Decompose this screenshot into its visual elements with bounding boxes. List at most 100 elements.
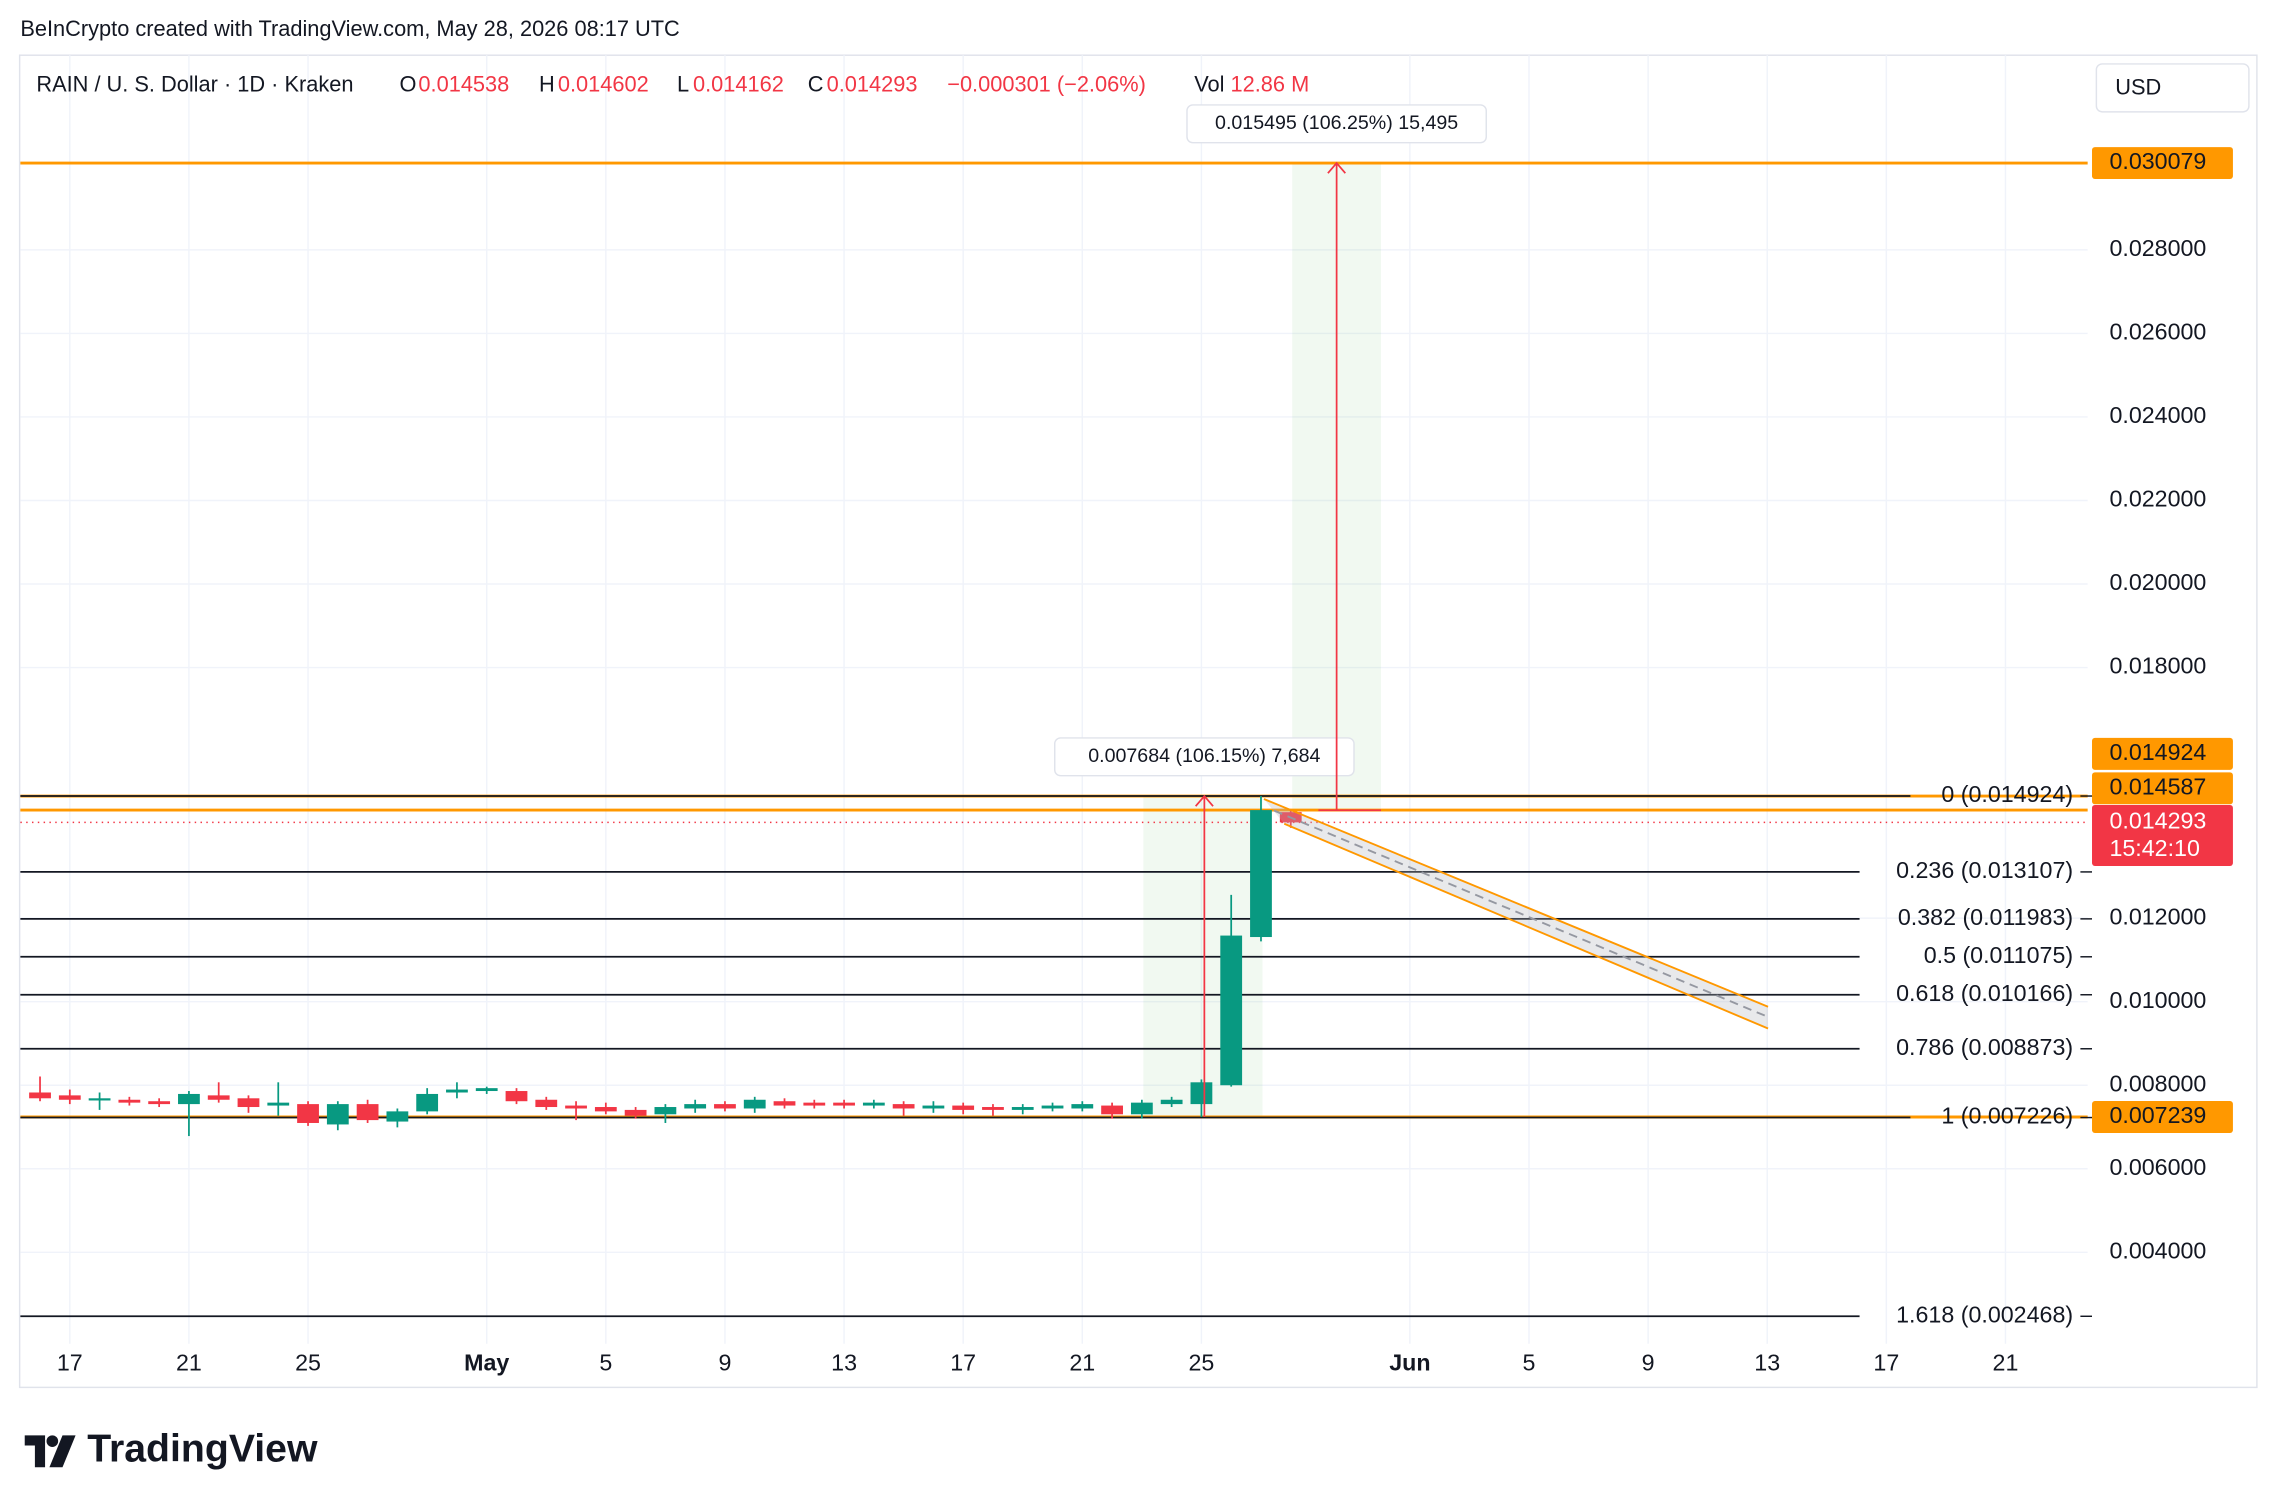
channel-mid xyxy=(1273,809,1769,1018)
fib-label: 0.5 (0.011075) xyxy=(1924,942,2073,968)
change: −0.000301 (−2.06%) xyxy=(947,71,1146,96)
candle-body xyxy=(1071,1104,1094,1109)
ohlc-value: 0.014162 xyxy=(693,71,784,96)
price-box-label: 0.007239 xyxy=(2109,1102,2206,1128)
ohlc-value: 0.014602 xyxy=(558,71,649,96)
candle-body xyxy=(148,1101,171,1105)
candle-body xyxy=(207,1095,230,1100)
y-tick-label: 0.004000 xyxy=(2109,1237,2206,1263)
x-tick-label: 9 xyxy=(1642,1349,1655,1375)
branding: TradingView xyxy=(87,1427,318,1471)
fib-label: 0.236 (0.013107) xyxy=(1896,857,2073,883)
candle-body xyxy=(505,1091,528,1102)
measure-label-box xyxy=(1054,737,1355,777)
x-tick-label: 13 xyxy=(831,1349,857,1375)
candle-body xyxy=(267,1102,290,1106)
candle-body xyxy=(892,1104,915,1109)
price-box-label: 0.014924 xyxy=(2109,739,2206,765)
candle-body xyxy=(1220,935,1243,1086)
ohlc-label: L xyxy=(677,71,689,96)
x-tick-label: 17 xyxy=(1873,1349,1899,1375)
y-tick-label: 0.008000 xyxy=(2109,1070,2206,1096)
attribution: BeInCrypto created with TradingView.com,… xyxy=(20,16,679,41)
measure-label: 0.015495 (106.25%) 15,495 xyxy=(1215,112,1458,134)
candle-body xyxy=(446,1089,468,1093)
y-tick-label: 0.024000 xyxy=(2109,402,2206,428)
candle-body xyxy=(982,1107,1004,1110)
candle-body xyxy=(803,1102,826,1106)
price-box xyxy=(2092,147,2233,180)
currency-box xyxy=(2095,63,2250,113)
overlay: 0.007684 (106.15%) 7,684 0.015495 (106.25… xyxy=(1054,104,2233,1327)
candle-body xyxy=(535,1099,558,1108)
fib-label: 0.618 (0.010166) xyxy=(1896,980,2073,1006)
candle-body xyxy=(29,1092,51,1099)
fib-label: 1 (0.007226) xyxy=(1941,1103,2073,1129)
candle-body xyxy=(1101,1105,1123,1115)
ohlc-label: H xyxy=(539,71,555,96)
x-tick-label: 17 xyxy=(950,1349,976,1375)
ohlc-value: 0.014538 xyxy=(418,71,509,96)
chart-frame xyxy=(18,54,2258,1389)
ohlc-label: O xyxy=(400,71,417,96)
x-tick-label: 5 xyxy=(599,1349,612,1375)
x-tick-label: 13 xyxy=(1754,1349,1780,1375)
candle-body xyxy=(58,1095,81,1100)
fib-label: 0.382 (0.011983) xyxy=(1898,904,2073,930)
ohlc-label: C xyxy=(808,71,824,96)
price-box xyxy=(2092,1101,2233,1133)
measure-label: 0.007684 (106.15%) 7,684 xyxy=(1088,745,1320,767)
last-price-box xyxy=(2092,804,2233,866)
x-tick-label: 5 xyxy=(1523,1349,1536,1375)
x-tick-label: 21 xyxy=(1069,1349,1095,1375)
fib-label: 0 (0.014924) xyxy=(1941,781,2073,807)
measure-arrowhead xyxy=(1194,794,1214,807)
y-tick-label: 0.010000 xyxy=(2109,987,2206,1013)
candle-body xyxy=(922,1105,945,1109)
candle-body xyxy=(714,1104,736,1109)
y-tick-label: 0.020000 xyxy=(2109,569,2206,595)
candle-body xyxy=(326,1104,349,1125)
candle-body xyxy=(88,1098,111,1101)
price-box-label: 0.014587 xyxy=(2109,773,2206,799)
plot xyxy=(20,161,2088,1318)
y-tick-label: 0.018000 xyxy=(2109,653,2206,679)
candle-body xyxy=(952,1105,975,1110)
candle-body xyxy=(416,1093,439,1112)
logo-mark xyxy=(24,1435,46,1468)
countdown: 15:42:10 xyxy=(2109,835,2200,861)
candle-body xyxy=(1130,1102,1153,1115)
x-tick-label: 17 xyxy=(57,1349,83,1375)
y-tick-label: 0.012000 xyxy=(2109,903,2206,929)
candle-body xyxy=(118,1099,141,1103)
x-tick-label: 21 xyxy=(1993,1349,2019,1375)
x-tick-label: Jun xyxy=(1389,1349,1430,1375)
channel-lower xyxy=(1283,822,1769,1030)
candle-body xyxy=(297,1104,319,1123)
fib-label: 1.618 (0.002468) xyxy=(1896,1301,2073,1327)
candle-body xyxy=(862,1102,885,1106)
fib-label: 0.786 (0.008873) xyxy=(1896,1034,2073,1060)
candle-body xyxy=(1160,1099,1183,1105)
candle-body xyxy=(684,1104,707,1109)
channel-upper xyxy=(1263,798,1769,1008)
candle-body xyxy=(624,1109,647,1116)
candle-body xyxy=(1250,810,1272,938)
candle-body xyxy=(178,1093,200,1105)
price-box xyxy=(2092,737,2233,770)
candle-body xyxy=(565,1105,587,1109)
volume: 12.86 M xyxy=(1231,71,1310,96)
measure-arrowhead xyxy=(1327,161,1346,174)
candle-body xyxy=(1041,1105,1064,1109)
candle-body xyxy=(237,1098,260,1108)
candle-body xyxy=(594,1107,617,1112)
candle-body xyxy=(654,1107,677,1115)
price-box-label: 0.030079 xyxy=(2109,148,2206,174)
y-tick-label: 0.022000 xyxy=(2109,486,2206,512)
y-tick-label: 0.026000 xyxy=(2109,319,2206,345)
currency: USD xyxy=(2115,74,2161,99)
logo-dot xyxy=(46,1435,59,1447)
candle-body xyxy=(1011,1107,1034,1110)
x-tick-label: 25 xyxy=(1188,1349,1214,1375)
